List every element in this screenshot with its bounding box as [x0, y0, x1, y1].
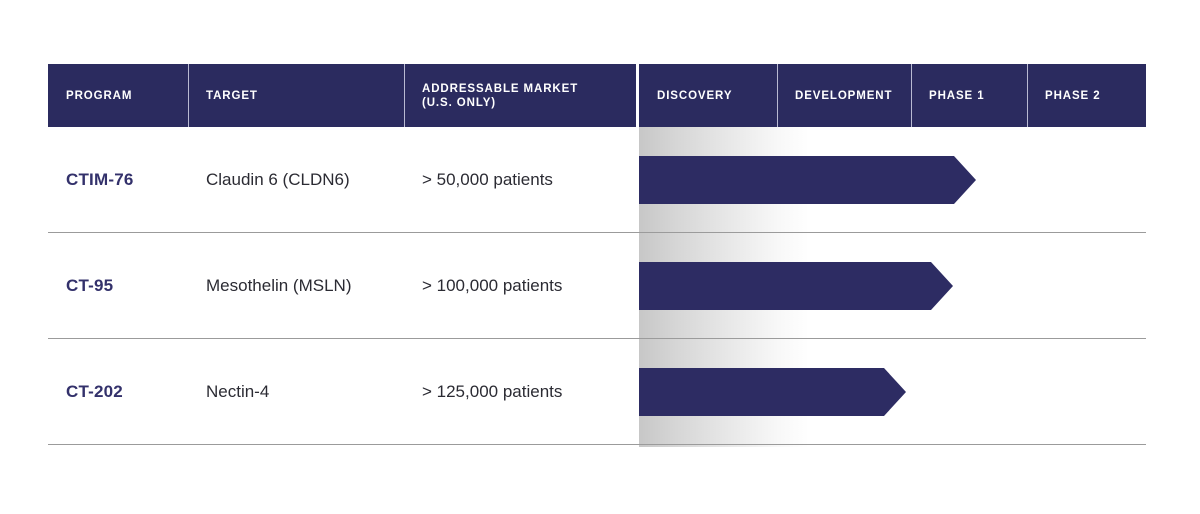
column-header-phase-2: PHASE 2 [1027, 64, 1146, 127]
column-header-target: TARGET [188, 64, 404, 127]
column-header-development: DEVELOPMENT [777, 64, 911, 127]
addressable-market-value: > 100,000 patients [404, 233, 636, 339]
progress-track [639, 339, 1146, 445]
header-phase-block: DISCOVERY DEVELOPMENT PHASE 1 PHASE 2 [639, 64, 1146, 127]
target-name: Nectin-4 [188, 339, 404, 445]
table-header-row: PROGRAM TARGET ADDRESSABLE MARKET (U.S. … [48, 64, 1146, 127]
target-name: Claudin 6 (CLDN6) [188, 127, 404, 233]
column-header-program: PROGRAM [48, 64, 188, 127]
program-name: CTIM-76 [48, 127, 188, 233]
program-name-label: CT-202 [66, 382, 123, 401]
column-header-program-label: PROGRAM [66, 89, 133, 102]
addressable-market-value: > 50,000 patients [404, 127, 636, 233]
column-header-phase-2-label: PHASE 2 [1045, 89, 1101, 102]
program-name-label: CT-95 [66, 276, 114, 295]
table-body: CTIM-76 Claudin 6 (CLDN6) > 50,000 patie… [48, 127, 1146, 445]
column-header-target-label: TARGET [206, 89, 258, 102]
column-header-discovery-label: DISCOVERY [657, 89, 733, 102]
table-row: CTIM-76 Claudin 6 (CLDN6) > 50,000 patie… [48, 127, 1146, 233]
pipeline-table: PROGRAM TARGET ADDRESSABLE MARKET (U.S. … [48, 64, 1146, 447]
program-name: CT-202 [48, 339, 188, 445]
header-info-block: PROGRAM TARGET ADDRESSABLE MARKET (U.S. … [48, 64, 636, 127]
progress-arrow [639, 262, 953, 310]
column-header-market-line2: (U.S. ONLY) [422, 96, 497, 109]
column-header-addressable-market: ADDRESSABLE MARKET (U.S. ONLY) [404, 64, 636, 127]
column-header-phase-1: PHASE 1 [911, 64, 1027, 127]
column-header-phase-1-label: PHASE 1 [929, 89, 985, 102]
target-name-label: Nectin-4 [206, 382, 270, 401]
target-name-label: Mesothelin (MSLN) [206, 276, 352, 295]
addressable-market-label: > 100,000 patients [422, 276, 563, 295]
table-row: CT-95 Mesothelin (MSLN) > 100,000 patien… [48, 233, 1146, 339]
progress-arrow [639, 156, 976, 204]
addressable-market-label: > 50,000 patients [422, 170, 553, 189]
target-name: Mesothelin (MSLN) [188, 233, 404, 339]
addressable-market-value: > 125,000 patients [404, 339, 636, 445]
program-name: CT-95 [48, 233, 188, 339]
progress-arrow [639, 368, 906, 416]
progress-track [639, 127, 1146, 233]
column-header-market-line1: ADDRESSABLE MARKET [422, 82, 579, 95]
column-header-development-label: DEVELOPMENT [795, 89, 893, 102]
progress-track [639, 233, 1146, 339]
table-row: CT-202 Nectin-4 > 125,000 patients [48, 339, 1146, 445]
target-name-label: Claudin 6 (CLDN6) [206, 170, 350, 189]
program-name-label: CTIM-76 [66, 170, 134, 189]
addressable-market-label: > 125,000 patients [422, 382, 563, 401]
column-header-discovery: DISCOVERY [639, 64, 777, 127]
